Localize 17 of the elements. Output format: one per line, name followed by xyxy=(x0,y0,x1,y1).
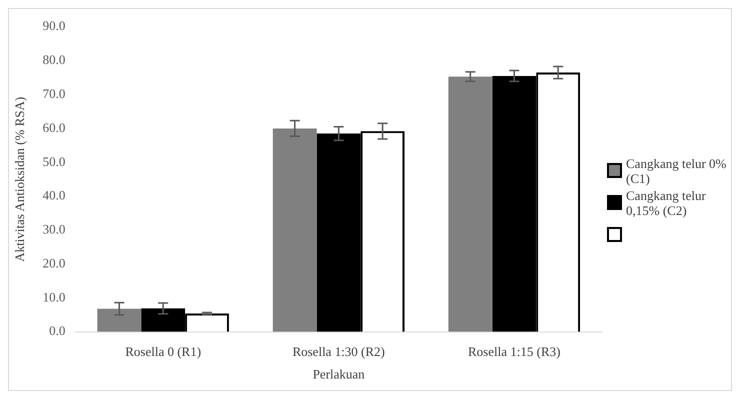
y-tick-label: 80.0 xyxy=(42,52,66,68)
y-tick-label: 50.0 xyxy=(42,154,66,169)
x-axis-title: Perlakuan xyxy=(312,366,366,382)
y-tick-label: 60.0 xyxy=(42,120,66,135)
x-tick-label: Rosella 0 (R1) xyxy=(125,344,202,360)
y-tick-label: 40.0 xyxy=(42,188,66,203)
legend-label: Cangkang telur 0,15% (C2) xyxy=(626,188,707,218)
x-tick-label: Rosella 1:30 (R2) xyxy=(292,344,385,360)
y-tick-label: 30.0 xyxy=(42,222,66,237)
y-tick-label: 20.0 xyxy=(42,255,66,270)
y-tick-label: 90.0 xyxy=(42,18,66,34)
y-tick-label: 70.0 xyxy=(42,86,66,101)
y-tick-label: 0.0 xyxy=(49,323,66,338)
x-tick-label: Rosella 1:15 (R3) xyxy=(468,344,560,360)
y-axis-title: Aktivitas Antioksidan (% RSA) xyxy=(12,96,28,262)
y-tick-label: 10.0 xyxy=(42,289,66,304)
legend-label: Cangkang telur 0% (C1) xyxy=(626,156,727,186)
